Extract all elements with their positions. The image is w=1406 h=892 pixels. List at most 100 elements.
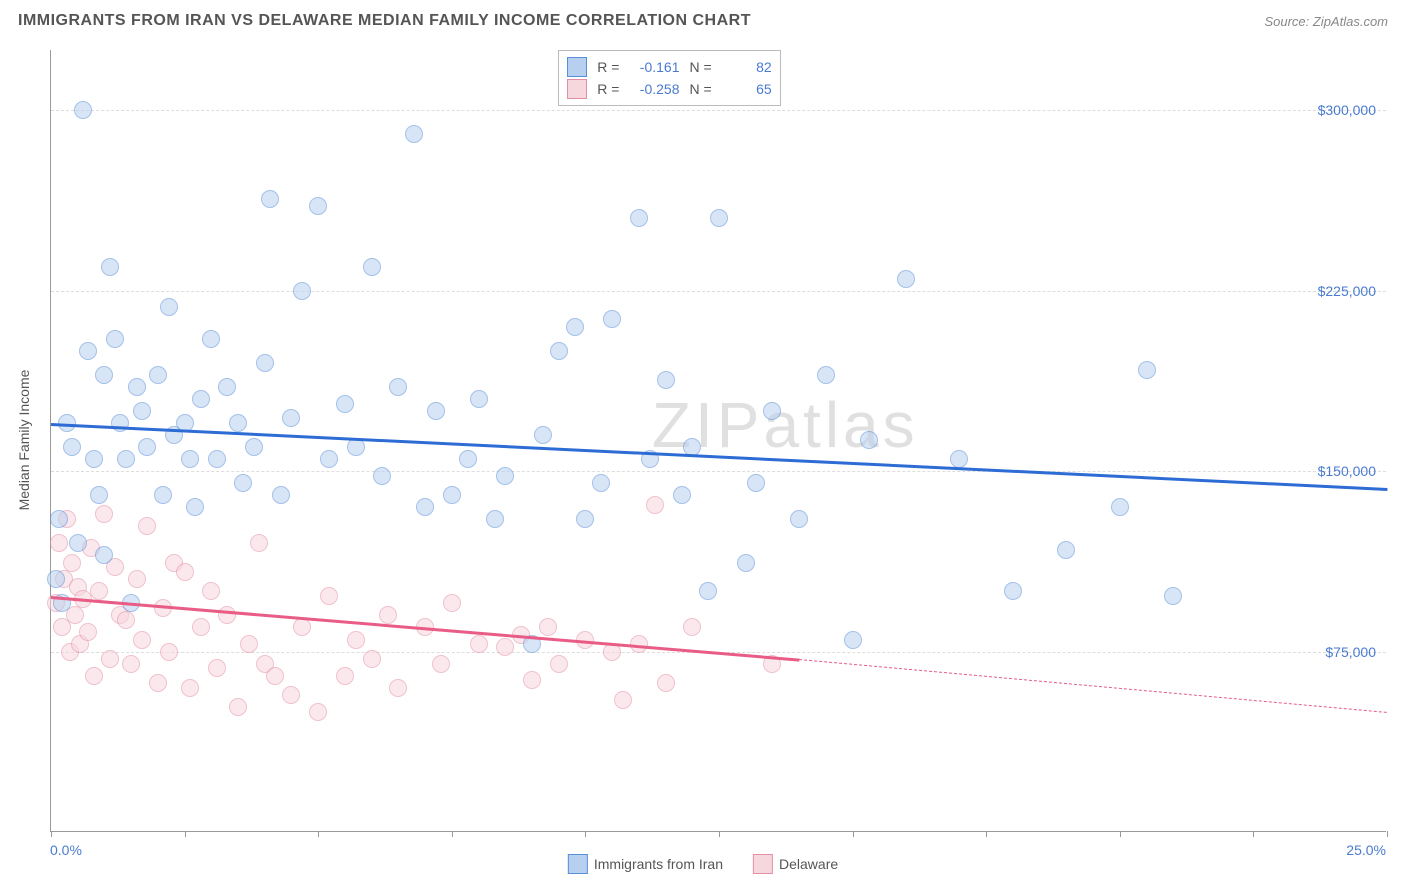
data-point-blue [496,467,514,485]
gridline [51,110,1386,111]
data-point-blue [566,318,584,336]
x-tick [51,831,52,837]
data-point-pink [523,671,541,689]
data-point-blue [181,450,199,468]
data-point-pink [218,606,236,624]
data-point-pink [614,691,632,709]
data-point-blue [950,450,968,468]
x-tick [719,831,720,837]
r-value-pink: -0.258 [629,81,679,97]
data-point-pink [657,674,675,692]
data-point-blue [860,431,878,449]
data-point-pink [95,505,113,523]
data-point-blue [95,546,113,564]
data-point-blue [817,366,835,384]
x-tick [185,831,186,837]
n-label: N = [689,59,711,75]
data-point-blue [673,486,691,504]
data-point-blue [149,366,167,384]
data-point-blue [336,395,354,413]
data-point-pink [79,623,97,641]
data-point-blue [309,197,327,215]
data-point-blue [427,402,445,420]
chart-title: IMMIGRANTS FROM IRAN VS DELAWARE MEDIAN … [18,12,751,30]
data-point-blue [1057,541,1075,559]
data-point-pink [181,679,199,697]
data-point-blue [470,390,488,408]
data-point-pink [470,635,488,653]
data-point-blue [1164,587,1182,605]
data-point-blue [459,450,477,468]
legend-label-delaware: Delaware [779,856,838,872]
n-label: N = [689,81,711,97]
data-point-pink [202,582,220,600]
data-point-blue [363,258,381,276]
correlation-legend: R = -0.161 N = 82 R = -0.258 N = 65 [558,50,780,106]
y-tick-label: $150,000 [1318,463,1376,479]
data-point-pink [496,638,514,656]
data-point-pink [646,496,664,514]
data-point-pink [122,655,140,673]
data-point-blue [90,486,108,504]
data-point-blue [69,534,87,552]
data-point-blue [699,582,717,600]
data-point-pink [90,582,108,600]
data-point-blue [218,378,236,396]
data-point-pink [320,587,338,605]
data-point-blue [272,486,290,504]
swatch-blue [567,57,587,77]
data-point-blue [234,474,252,492]
gridline [51,291,1386,292]
data-point-pink [443,594,461,612]
scatter-chart: ZIPatlas R = -0.161 N = 82 R = -0.258 N … [50,50,1386,832]
data-point-pink [379,606,397,624]
data-point-blue [592,474,610,492]
y-axis-label: Median Family Income [16,370,32,511]
y-tick-label: $225,000 [1318,283,1376,299]
data-point-blue [63,438,81,456]
data-point-pink [336,667,354,685]
data-point-blue [95,366,113,384]
swatch-blue [568,854,588,874]
data-point-pink [229,698,247,716]
data-point-blue [282,409,300,427]
data-point-blue [405,125,423,143]
r-label: R = [597,59,619,75]
data-point-pink [309,703,327,721]
data-point-blue [85,450,103,468]
data-point-pink [389,679,407,697]
r-label: R = [597,81,619,97]
data-point-pink [101,650,119,668]
data-point-blue [710,209,728,227]
data-point-pink [149,674,167,692]
data-point-blue [160,298,178,316]
data-point-blue [154,486,172,504]
series-legend: Immigrants from Iran Delaware [568,854,838,874]
source-attribution: Source: ZipAtlas.com [1264,14,1388,29]
y-tick-label: $300,000 [1318,102,1376,118]
data-point-blue [737,554,755,572]
n-value-pink: 65 [722,81,772,97]
data-point-pink [138,517,156,535]
data-point-pink [550,655,568,673]
data-point-blue [763,402,781,420]
data-point-pink [50,534,68,552]
data-point-blue [47,570,65,588]
data-point-blue [790,510,808,528]
x-min-label: 0.0% [50,842,82,858]
data-point-blue [186,498,204,516]
data-point-blue [534,426,552,444]
data-point-blue [844,631,862,649]
data-point-blue [603,310,621,328]
data-point-blue [389,378,407,396]
trend-line-pink-dashed [799,659,1387,715]
n-value-blue: 82 [722,59,772,75]
data-point-blue [443,486,461,504]
r-value-blue: -0.161 [629,59,679,75]
data-point-blue [261,190,279,208]
data-point-pink [250,534,268,552]
data-point-blue [202,330,220,348]
data-point-pink [160,643,178,661]
data-point-blue [1004,582,1022,600]
data-point-pink [539,618,557,636]
